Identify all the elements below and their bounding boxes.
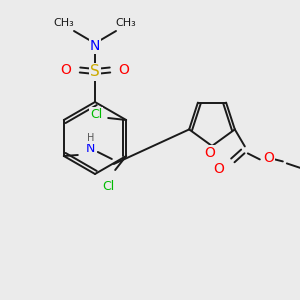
Text: CH₃: CH₃ — [116, 18, 136, 28]
Text: CH₃: CH₃ — [54, 18, 74, 28]
Text: O: O — [205, 146, 215, 160]
Text: N: N — [90, 39, 100, 53]
Text: N: N — [86, 142, 95, 154]
Text: Cl: Cl — [102, 179, 114, 193]
Text: O: O — [213, 162, 224, 176]
Text: O: O — [61, 63, 71, 77]
Text: S: S — [90, 64, 100, 80]
Text: O: O — [263, 152, 274, 165]
Text: H: H — [87, 133, 94, 143]
Text: O: O — [118, 63, 129, 77]
Text: Cl: Cl — [90, 107, 102, 121]
